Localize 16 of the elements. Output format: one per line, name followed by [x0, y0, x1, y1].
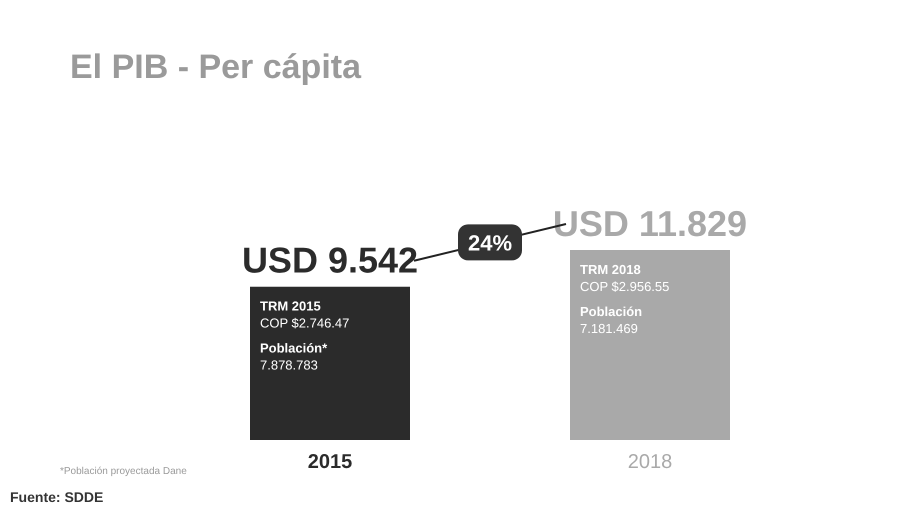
data-label: USD 11.829 [552, 203, 748, 244]
text: *Población proyectada Dane [60, 466, 188, 477]
annotation: Población* [260, 340, 328, 356]
x-tick-label: 2015 [308, 451, 352, 473]
data-label: USD 9.542 [242, 240, 418, 281]
x-tick-label: 2018 [628, 451, 672, 473]
annotation: COP $2.956.55 [580, 279, 670, 294]
annotation: Población [580, 304, 642, 319]
annotation: COP $2.746.47 [260, 316, 350, 331]
annotation: 7.181.469 [580, 321, 638, 336]
source-note: Fuente: SDDE [10, 489, 104, 505]
annotation: 7.878.783 [260, 358, 318, 373]
annotation: TRM 2015 [260, 298, 321, 314]
annotation: 24% [468, 230, 512, 256]
annotation: TRM 2018 [580, 262, 641, 277]
chart-title: El PIB - Per cápita [70, 48, 362, 86]
